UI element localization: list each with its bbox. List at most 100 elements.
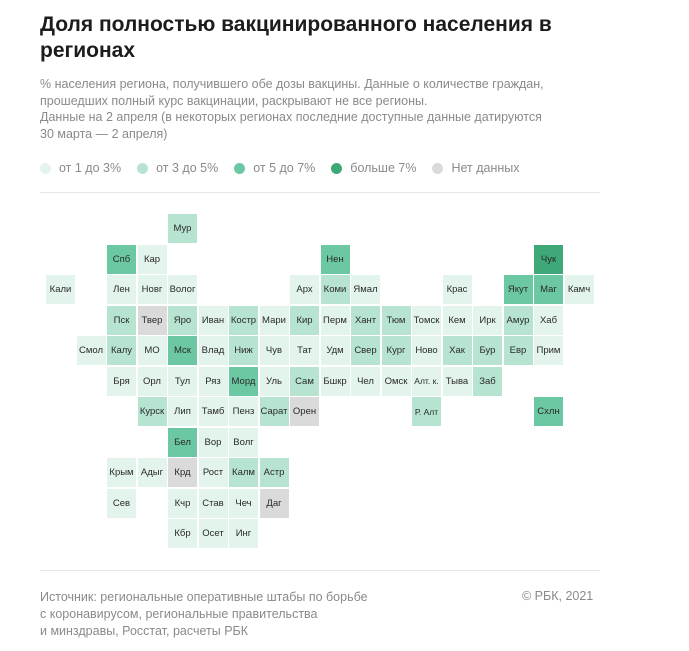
region-tile: Волг: [229, 427, 258, 457]
legend-label: от 3 до 5%: [156, 161, 219, 175]
region-tile: Тюм: [381, 305, 411, 335]
region-tile: МО: [137, 336, 167, 365]
region-tile: Коми: [320, 275, 350, 304]
region-tile: Арх: [290, 275, 319, 304]
region-tile: Чув: [259, 336, 289, 365]
region-tile: Калу: [107, 336, 136, 365]
region-tile: Адыг: [137, 458, 167, 487]
region-tile: Камч: [564, 275, 594, 304]
region-tile: Пск: [107, 305, 136, 335]
region-tile: Свер: [351, 336, 380, 365]
region-tile: Чеч: [229, 488, 258, 518]
region-tile: Волог: [168, 275, 197, 304]
region-tile: Мск: [168, 336, 197, 365]
region-tile: Ирк: [473, 305, 502, 335]
region-tile: Вор: [198, 427, 228, 457]
region-tile: Сарат: [259, 397, 289, 426]
region-tile: Астр: [259, 458, 289, 487]
region-tile: Ново: [412, 336, 441, 365]
legend: от 1 до 3% от 3 до 5% от 5 до 7% больше …: [40, 160, 536, 176]
region-tile: Амур: [503, 305, 533, 335]
region-tile: Хант: [351, 305, 380, 335]
legend-label: больше 7%: [350, 161, 417, 175]
source-line: с коронавирусом, региональные правительс…: [40, 607, 318, 621]
region-tile: Р. Алт: [412, 397, 441, 426]
chart-subtitle: % населения региона, получившего обе доз…: [40, 76, 620, 142]
legend-swatch: [137, 162, 149, 174]
region-tile: Спб: [107, 244, 136, 274]
region-tile: Уль: [259, 366, 289, 396]
subtitle-line: прошедших полный курс вакцинации, раскры…: [40, 93, 428, 108]
region-tile: Мур: [168, 214, 197, 243]
region-tile: Бря: [107, 366, 136, 396]
region-tile: Мари: [259, 305, 289, 335]
region-tile: Калм: [229, 458, 258, 487]
source-line: Источник: региональные оперативные штабы…: [40, 590, 368, 604]
region-tile: Новг: [137, 275, 167, 304]
subtitle-line: Данные на 2 апреля (в некоторых регионах…: [40, 110, 542, 124]
region-tile: Сев: [107, 488, 136, 518]
legend-label: от 1 до 3%: [59, 161, 122, 175]
chart-title: Доля полностью вакцинированного населени…: [40, 13, 552, 62]
region-tile: Лип: [168, 397, 197, 426]
region-tile: Сам: [290, 366, 319, 396]
region-tile: Хаб: [534, 305, 563, 335]
legend-item: больше 7%: [331, 161, 416, 175]
legend-swatch: [331, 162, 343, 174]
region-tile: Прим: [534, 336, 563, 365]
region-tile: Кбр: [168, 519, 197, 548]
region-tile: Чук: [534, 244, 563, 274]
region-tile: Став: [198, 488, 228, 518]
region-tile: Костр: [229, 305, 258, 335]
region-tile: Нен: [320, 244, 350, 274]
region-tile: Якут: [503, 275, 533, 304]
region-tile: Чел: [351, 366, 380, 396]
region-tile: Евр: [503, 336, 533, 365]
region-tile: Бур: [473, 336, 502, 365]
region-tile: Крд: [168, 458, 197, 487]
region-tile: Инг: [229, 519, 258, 548]
region-tile: Ниж: [229, 336, 258, 365]
copyright: © РБК, 2021: [522, 589, 594, 603]
region-tile: Пенз: [229, 397, 258, 426]
region-tile: Маг: [534, 275, 563, 304]
region-tile: Бел: [168, 427, 197, 457]
legend-swatch: [432, 162, 444, 174]
region-tile: Яро: [168, 305, 197, 335]
region-tile: Твер: [137, 305, 167, 335]
region-tile: Курск: [137, 397, 167, 426]
source-note: Источник: региональные оперативные штабы…: [40, 589, 420, 640]
region-tile: Томск: [412, 305, 441, 335]
region-tile: Иван: [198, 305, 228, 335]
legend-item: Нет данных: [432, 161, 520, 175]
region-tile: Тамб: [198, 397, 228, 426]
region-tile: Хак: [442, 336, 472, 365]
legend-label: Нет данных: [451, 161, 520, 175]
bottom-divider: [40, 570, 600, 571]
region-tile: Кар: [137, 244, 167, 274]
region-tile: Схлн: [534, 397, 563, 426]
region-tile: Крым: [107, 458, 136, 487]
region-tile: Орен: [290, 397, 319, 426]
region-tile: Кали: [46, 275, 75, 304]
region-tile: Осет: [198, 519, 228, 548]
legend-label: от 5 до 7%: [253, 161, 316, 175]
legend-item: от 5 до 7%: [234, 161, 315, 175]
region-tile: Бшкр: [320, 366, 350, 396]
region-tile: Ямал: [351, 275, 380, 304]
subtitle-line: 30 марта — 2 апреля): [40, 126, 168, 141]
region-tile: Морд: [229, 366, 258, 396]
region-tile: Тул: [168, 366, 197, 396]
region-tile: Омск: [381, 366, 411, 396]
region-tile: Перм: [320, 305, 350, 335]
legend-swatch: [40, 162, 51, 174]
region-tile: Алт. к.: [412, 366, 441, 396]
region-tile: Кчр: [168, 488, 197, 518]
legend-item: от 3 до 5%: [137, 161, 218, 175]
legend-swatch: [234, 162, 246, 174]
subtitle-line: % населения региона, получившего обе доз…: [40, 77, 544, 91]
top-divider: [40, 192, 600, 193]
region-tile: Даг: [259, 488, 289, 518]
region-tile: Тат: [290, 336, 319, 365]
region-tile: Удм: [320, 336, 350, 365]
